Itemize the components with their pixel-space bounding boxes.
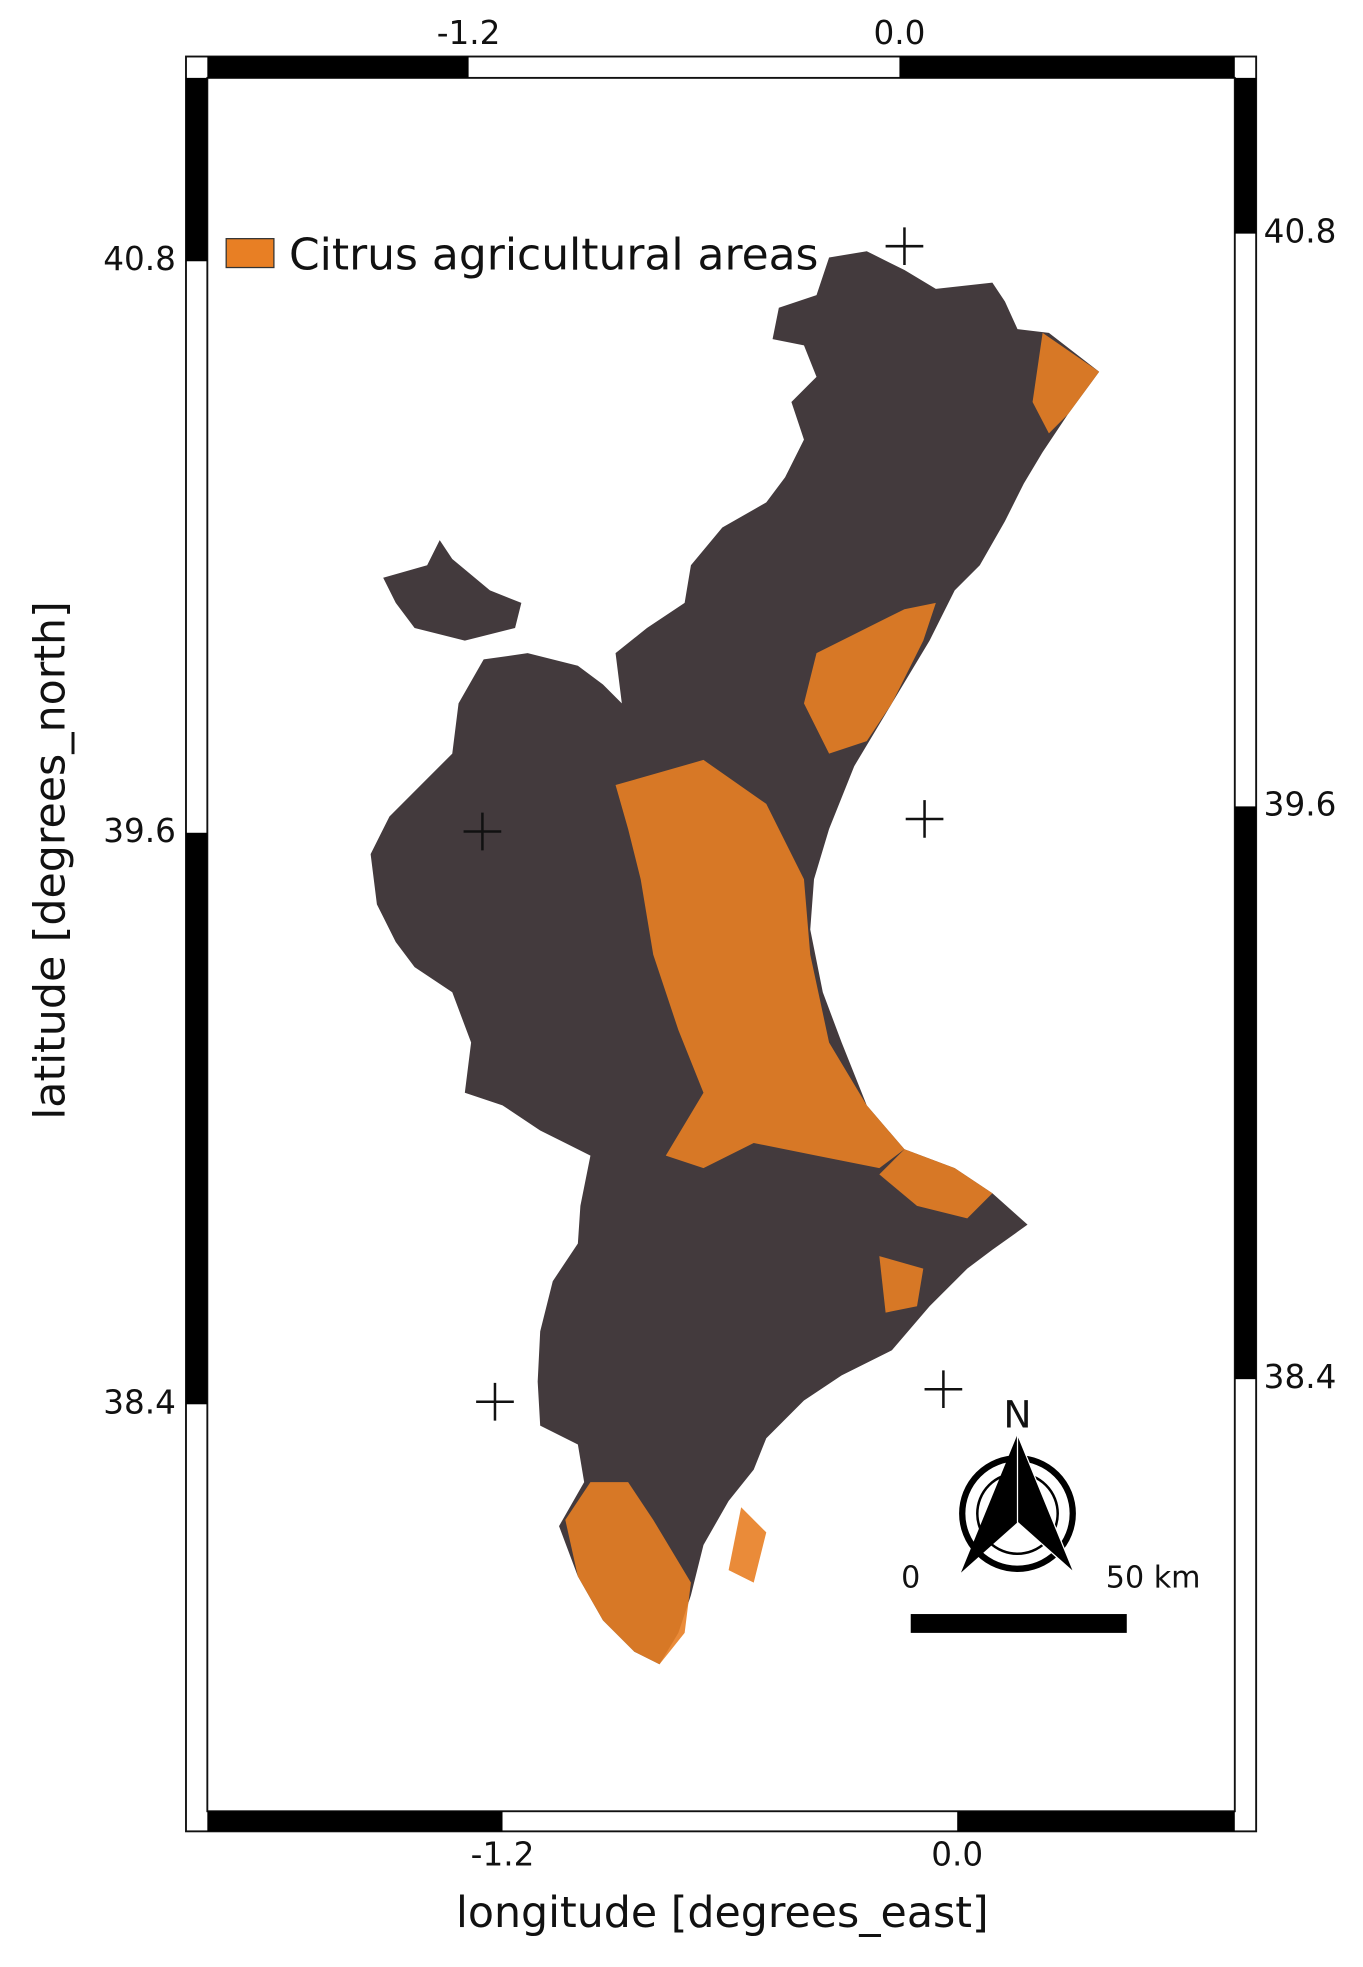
graticule-cross xyxy=(885,227,924,266)
scale-bar xyxy=(910,1614,1127,1633)
top-tick-label: -1.2 xyxy=(437,14,501,52)
scale-bar-start: 0 xyxy=(901,1560,920,1595)
frame-band xyxy=(185,832,208,1405)
citrus-patch xyxy=(615,759,905,1169)
right-tick-label: 39.6 xyxy=(1264,785,1337,823)
citrus-patch xyxy=(879,1149,993,1219)
legend-label: Citrus agricultural areas xyxy=(289,229,818,280)
frame-band xyxy=(207,56,469,78)
frame-band xyxy=(207,1811,503,1832)
citrus-patch xyxy=(803,602,936,754)
graticule-cross xyxy=(463,812,502,851)
left-tick-label: 39.6 xyxy=(103,812,176,850)
graticule-cross xyxy=(924,1370,963,1409)
left-tick-label: 40.8 xyxy=(103,240,176,278)
right-tick-label: 38.4 xyxy=(1264,1358,1337,1396)
frame-band xyxy=(899,56,1235,78)
graticule-crosses xyxy=(463,227,963,1421)
north-label: N xyxy=(1003,1392,1031,1436)
bottom-tick-label: 0.0 xyxy=(931,1835,983,1873)
citrus-patch xyxy=(728,1507,767,1583)
x-axis-label: longitude [degrees_east] xyxy=(456,1888,989,1938)
left-tick-label: 38.4 xyxy=(103,1383,176,1421)
frame-band xyxy=(1234,77,1257,234)
citrus-patch xyxy=(1032,332,1100,434)
north-arrow-half xyxy=(1016,1434,1075,1574)
frame-band xyxy=(957,1811,1235,1832)
right-tick-label: 40.8 xyxy=(1264,213,1337,251)
citrus-patch xyxy=(565,1482,691,1665)
bottom-tick-label: -1.2 xyxy=(471,1835,535,1873)
citrus-areas xyxy=(565,332,1100,1665)
citrus-patch xyxy=(879,1256,924,1313)
scale-bar-end: 50 km xyxy=(1106,1560,1201,1595)
frame-band xyxy=(185,77,208,262)
top-tick-label: 0.0 xyxy=(873,14,925,52)
frame-band xyxy=(1234,806,1257,1380)
graticule-cross xyxy=(476,1382,514,1421)
y-axis-label: latitude [degrees_north] xyxy=(25,601,75,1119)
graticule-cross xyxy=(905,800,944,838)
legend-swatch xyxy=(225,238,275,269)
region-enclave xyxy=(383,540,522,641)
